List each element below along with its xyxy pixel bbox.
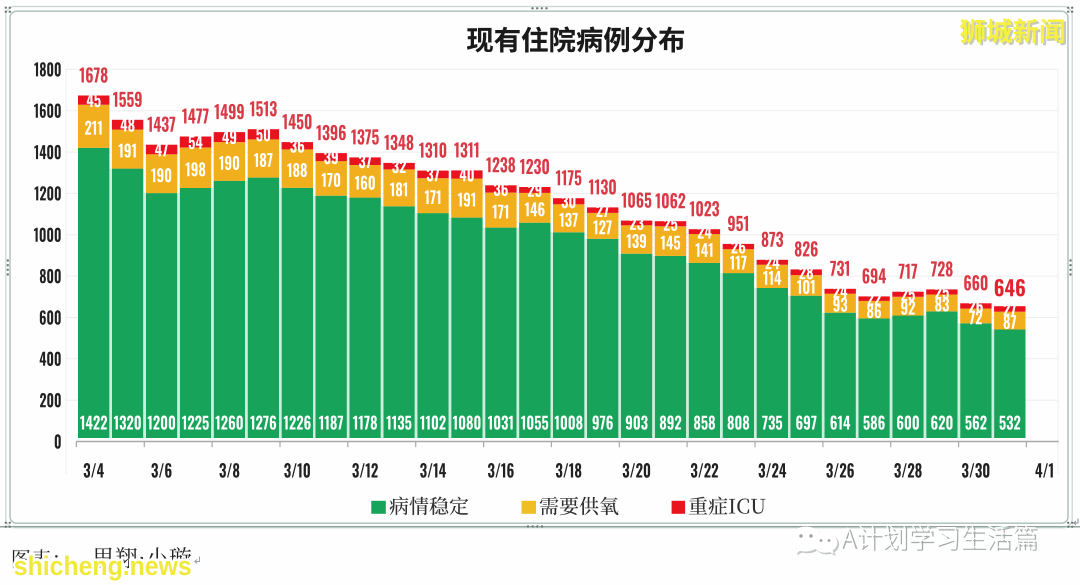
- svg-text:shicheng.news: shicheng.news: [14, 551, 192, 581]
